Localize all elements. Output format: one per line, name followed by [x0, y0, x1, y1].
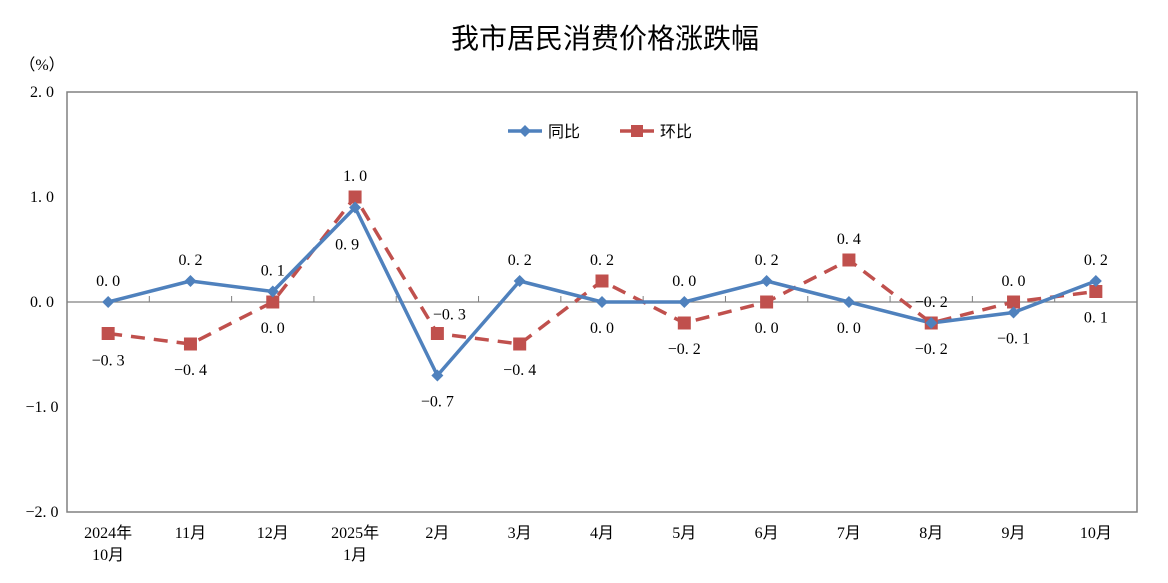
- x-category-label: 2月: [425, 525, 449, 542]
- x-category-label: 2024年: [84, 524, 132, 542]
- y-tick-label: −1. 0: [25, 399, 58, 416]
- diamond-marker: [349, 201, 362, 214]
- data-label: 0. 2: [1084, 252, 1108, 269]
- square-marker: [1089, 285, 1103, 298]
- series-layer: [101, 190, 1103, 382]
- data-label: 1. 0: [343, 168, 367, 185]
- x-category-label: 2025年: [331, 524, 379, 542]
- data-label: −0. 2: [915, 294, 948, 311]
- data-labels: 0. 0 0. 2 0. 1 0. 9 −0. 7 0. 2 0. 0 0. 0 0. 2 0. …: [92, 168, 1108, 411]
- square-marker: [677, 316, 691, 330]
- y-tick-label: 0. 0: [30, 294, 54, 311]
- y-axis-unit-label: （%）: [19, 56, 64, 74]
- y-axis: 2. 0 1. 0 0. 0 −1. 0 −2. 0: [25, 84, 58, 521]
- data-label: −0. 1: [997, 331, 1030, 348]
- square-marker: [595, 274, 609, 288]
- x-category-label: 11月: [175, 525, 206, 542]
- diamond-marker: [266, 285, 279, 298]
- data-label: 0. 0: [1002, 273, 1026, 290]
- x-category-label: 3月: [508, 525, 532, 542]
- x-axis-categories: 2024年 10月 11月 12月 2025年 1月 2月 3月 4月 5月 6月 7月 8月 9月 10月: [84, 524, 1112, 564]
- data-label: 0. 0: [590, 320, 614, 337]
- diamond-marker: [678, 296, 691, 308]
- x-category-label: 1月: [343, 547, 367, 564]
- legend-diamond-icon: [519, 125, 531, 137]
- diamond-marker: [842, 296, 855, 308]
- data-label: 0. 2: [508, 252, 532, 269]
- data-label: 0. 9: [335, 237, 359, 254]
- square-marker: [348, 190, 362, 204]
- data-label: 0. 1: [1084, 310, 1108, 327]
- diamond-marker: [596, 296, 608, 308]
- diamond-marker: [1089, 275, 1102, 287]
- square-marker: [101, 327, 115, 340]
- data-label: −0. 7: [421, 394, 454, 411]
- data-label: −0. 3: [92, 353, 125, 370]
- diamond-marker: [760, 275, 773, 287]
- square-marker: [1007, 295, 1021, 309]
- data-label: 0. 0: [261, 320, 285, 337]
- data-label: 0. 0: [755, 320, 779, 337]
- x-category-label: 4月: [590, 525, 614, 542]
- data-label: −0. 4: [503, 362, 536, 379]
- x-category-label: 5月: [672, 525, 696, 542]
- x-category-label: 10月: [92, 547, 124, 564]
- legend-label: 同比: [548, 122, 580, 141]
- y-tick-label: 1. 0: [30, 189, 54, 206]
- square-marker: [842, 253, 856, 267]
- square-marker: [183, 337, 197, 351]
- legend-square-icon: [631, 125, 643, 137]
- data-label: −0. 2: [915, 341, 948, 358]
- data-label: 0. 4: [837, 231, 861, 248]
- data-label: 0. 2: [755, 252, 779, 269]
- x-category-label: 9月: [1002, 525, 1026, 542]
- data-label: −0. 2: [668, 341, 701, 358]
- square-marker: [430, 327, 444, 340]
- diamond-marker: [925, 317, 938, 329]
- x-category-label: 12月: [257, 525, 289, 542]
- diamond-marker: [431, 369, 444, 382]
- data-label: 0. 2: [590, 252, 614, 269]
- x-category-label: 7月: [837, 525, 861, 542]
- data-label: 0. 0: [96, 273, 120, 290]
- x-category-label: 8月: [919, 525, 943, 542]
- chart-legend: 同比 环比: [508, 122, 692, 141]
- diamond-marker: [102, 296, 115, 308]
- y-tick-label: −2. 0: [25, 504, 58, 521]
- diamond-marker: [513, 275, 526, 287]
- data-label: 0. 1: [261, 263, 285, 280]
- diamond-marker: [1007, 306, 1020, 319]
- data-label: −0. 3: [433, 307, 466, 324]
- diamond-marker: [184, 275, 197, 287]
- data-label: 0. 0: [672, 273, 696, 290]
- data-label: −0. 4: [174, 362, 207, 379]
- x-category-label: 10月: [1080, 525, 1112, 542]
- x-category-label: 6月: [755, 525, 779, 542]
- data-label: 0. 0: [837, 320, 861, 337]
- square-marker: [266, 295, 280, 309]
- square-marker: [513, 337, 527, 351]
- legend-label: 环比: [660, 122, 692, 141]
- square-marker: [760, 295, 774, 309]
- chart-title: 我市居民消费价格涨跌幅: [451, 22, 759, 55]
- y-tick-label: 2. 0: [30, 84, 54, 101]
- data-label: 0. 2: [178, 252, 202, 269]
